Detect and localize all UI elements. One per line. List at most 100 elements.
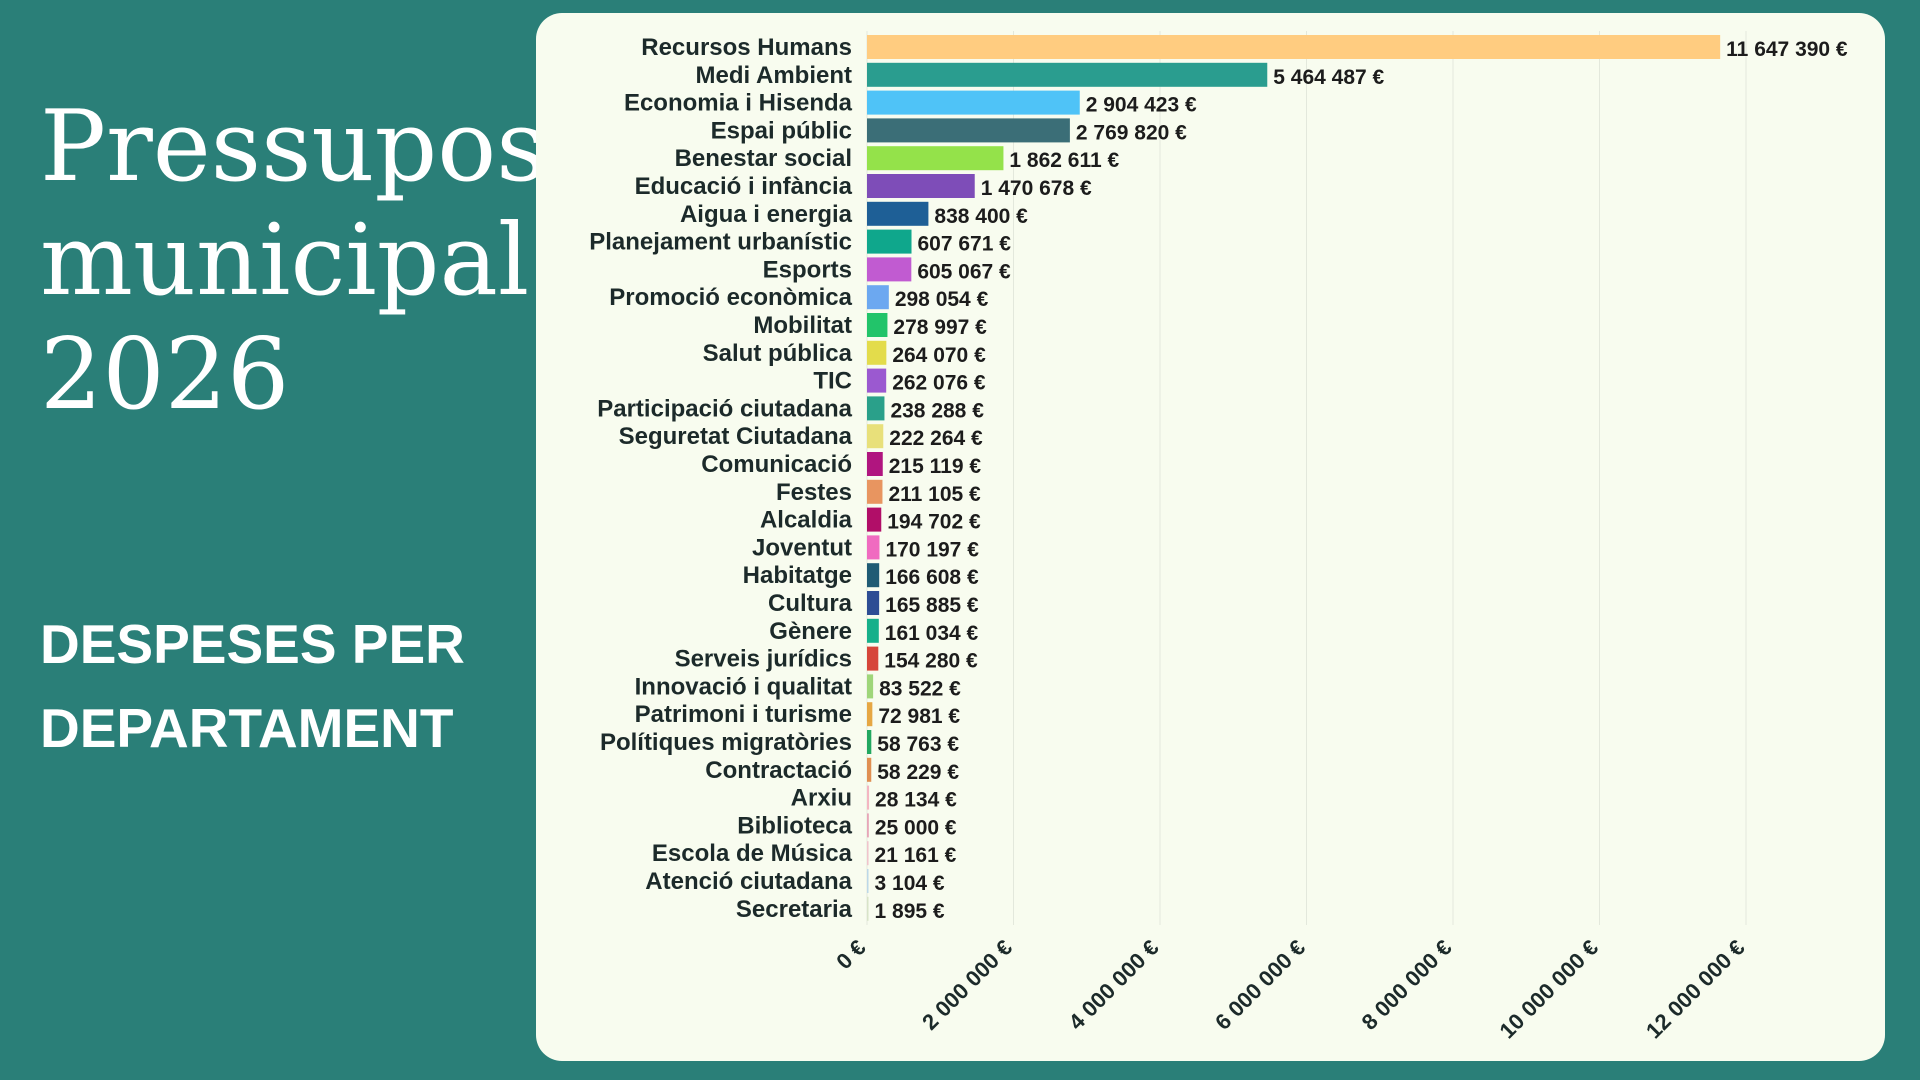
value-label: 166 608 € (885, 566, 979, 589)
category-label: Habitatge (743, 562, 852, 589)
bar (867, 285, 889, 310)
category-label: Joventut (752, 534, 852, 561)
bars (867, 35, 1721, 921)
category-label: Comunicació (701, 451, 852, 478)
category-label: Patrimoni i turisme (635, 701, 852, 728)
value-label: 58 763 € (877, 733, 959, 756)
category-label: Economia i Hisenda (624, 90, 853, 117)
value-label: 194 702 € (887, 511, 981, 534)
category-label: Festes (776, 479, 852, 506)
bar (867, 257, 912, 282)
bar (867, 896, 869, 921)
value-label: 154 280 € (884, 650, 978, 673)
category-label: Serveis jurídics (675, 646, 852, 673)
x-tick-label: 4 000 000 € (1064, 935, 1164, 1035)
x-tick-label: 12 000 000 € (1641, 935, 1750, 1044)
bar (867, 591, 880, 615)
bar (867, 340, 887, 365)
value-label: 170 197 € (885, 538, 979, 561)
bar (867, 479, 883, 504)
bar (867, 618, 879, 643)
title-line: 2026 (40, 318, 290, 432)
bar (867, 118, 1070, 143)
category-label: Espai públic (711, 117, 852, 144)
category-label: Cultura (768, 590, 853, 617)
chart-card: Recursos Humans Medi Ambient Economia i Hi… (536, 13, 1885, 1061)
category-label: Esports (763, 256, 852, 283)
value-label: 28 134 € (875, 789, 957, 812)
value-label: 5 464 487 € (1273, 66, 1384, 89)
page-subtitle: DESPESES PER DEPARTAMENT (40, 602, 530, 770)
x-tick-label: 0 € (831, 935, 870, 974)
category-label: Seguretat Ciutadana (619, 423, 853, 450)
title-line: Pressupost (40, 90, 586, 204)
category-label: Escola de Música (652, 840, 853, 867)
value-label: 1 470 678 € (981, 177, 1092, 200)
category-label: Planejament urbanístic (589, 229, 852, 256)
value-label: 605 067 € (917, 260, 1011, 283)
bar (867, 229, 912, 254)
x-tick-label: 2 000 000 € (917, 935, 1017, 1035)
grid-lines (866, 31, 1747, 925)
category-label: TIC (813, 368, 852, 395)
bar (867, 563, 880, 588)
bar (867, 785, 870, 810)
bar (867, 396, 885, 421)
value-label: 11 647 390 € (1726, 38, 1848, 61)
value-label: 21 161 € (875, 844, 957, 867)
value-label: 25 000 € (875, 816, 957, 839)
category-label: Promoció econòmica (609, 284, 852, 311)
category-label: Contractació (705, 757, 852, 784)
value-label: 1 862 611 € (1009, 149, 1119, 172)
value-label: 838 400 € (934, 205, 1028, 228)
value-labels: 11 647 390 € 5 464 487 € 2 904 423 € 2 769 … (875, 38, 1848, 923)
category-label: Secretaria (736, 896, 853, 923)
bar (867, 35, 1721, 59)
value-label: 2 904 423 € (1086, 94, 1197, 117)
subtitle-line: DESPESES PER (40, 613, 465, 675)
value-label: 3 104 € (875, 872, 945, 895)
page-title: Pressupost municipal 2026 (40, 90, 586, 432)
value-label: 83 522 € (879, 677, 961, 700)
bar (867, 646, 879, 671)
bar (867, 368, 887, 393)
bar (867, 535, 880, 560)
bar (867, 90, 1080, 115)
category-label: Educació i infància (635, 173, 853, 200)
bar (867, 674, 874, 699)
bar (867, 424, 884, 449)
bar (867, 452, 883, 476)
value-label: 211 105 € (888, 483, 981, 506)
value-label: 222 264 € (889, 427, 983, 450)
value-label: 278 997 € (893, 316, 987, 339)
value-label: 607 671 € (918, 233, 1012, 256)
value-label: 2 769 820 € (1076, 121, 1187, 144)
value-label: 165 885 € (885, 594, 979, 617)
left-panel: Pressupost municipal 2026 DESPESES PER D… (0, 0, 586, 1080)
bar (867, 869, 869, 893)
bar (867, 813, 869, 838)
category-label: Gènere (769, 618, 852, 645)
x-tick-label: 10 000 000 € (1495, 935, 1604, 1044)
value-label: 298 054 € (895, 288, 989, 311)
bar (867, 146, 1004, 171)
bar (867, 757, 872, 782)
bar (867, 730, 872, 754)
subtitle-line: DEPARTAMENT (40, 697, 454, 759)
x-tick-label: 8 000 000 € (1357, 935, 1457, 1035)
bar (867, 201, 929, 226)
value-label: 262 076 € (892, 372, 986, 395)
x-axis-ticks: 0 € 2 000 000 € 4 000 000 € 6 000 000 € 8 00… (831, 935, 1749, 1044)
category-label: Benestar social (675, 145, 852, 172)
title-line: municipal (40, 204, 530, 318)
bar (867, 313, 888, 337)
category-label: Salut pública (703, 340, 853, 367)
category-label: Innovació i qualitat (635, 673, 852, 700)
category-label: Alcaldia (760, 507, 853, 534)
category-label: Atenció ciutadana (645, 868, 852, 895)
bar (867, 507, 882, 532)
bar (867, 174, 975, 198)
value-label: 215 119 € (889, 455, 982, 478)
